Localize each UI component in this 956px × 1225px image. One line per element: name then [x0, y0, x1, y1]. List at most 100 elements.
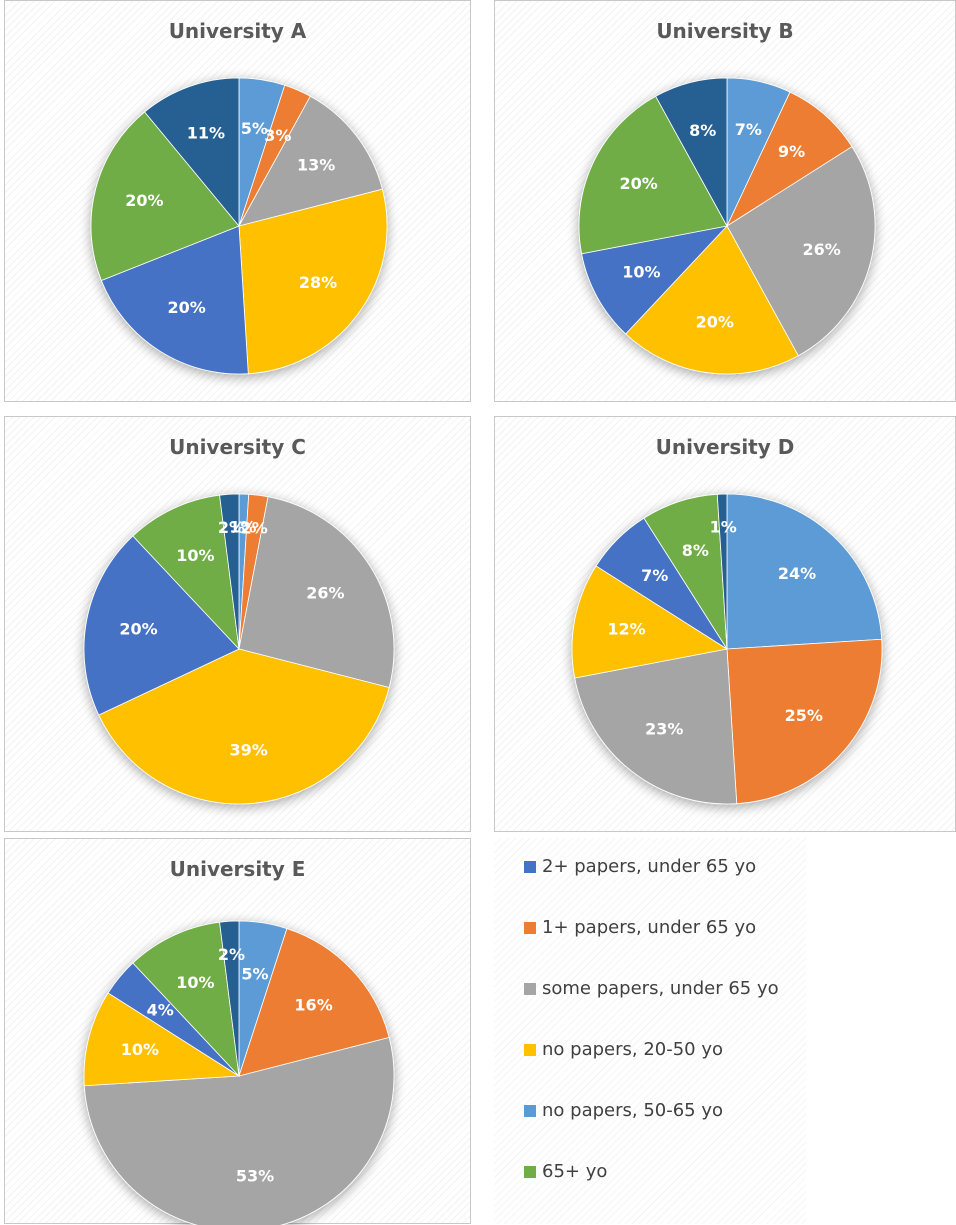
chart-title: University C: [169, 435, 306, 459]
pie-slice: [83, 1036, 395, 1225]
data-label: 26%: [306, 584, 344, 603]
data-label: 9%: [778, 142, 805, 161]
data-label: 1%: [229, 518, 256, 537]
legend-label: 1+ papers, under 65 yo: [542, 917, 757, 938]
pie-slices: [571, 493, 883, 805]
pie-slice: [219, 493, 240, 650]
legend-item: 2+ papers, under 65 yo: [524, 856, 756, 877]
pie-slice: [238, 95, 383, 227]
data-label: 8%: [689, 121, 716, 140]
pie-slice: [132, 494, 240, 651]
data-label: 4%: [147, 1000, 174, 1019]
pie-slice: [132, 921, 240, 1078]
pie-slice: [219, 920, 240, 1077]
pie-slice: [98, 648, 390, 805]
data-label: 20%: [619, 174, 657, 193]
pie-slice: [625, 225, 799, 375]
data-label: 13%: [297, 156, 335, 175]
legend-label: no papers, 20-50 yo: [542, 1039, 724, 1060]
pie-slice: [581, 225, 729, 335]
data-label: 7%: [735, 120, 762, 139]
data-label: 8%: [682, 541, 709, 560]
data-label: 1%: [710, 518, 737, 537]
pie-slice: [238, 496, 395, 689]
data-label: 12%: [607, 619, 645, 638]
pie-slice: [655, 77, 728, 227]
legend-swatch-icon: [524, 860, 536, 873]
chart-panel-university-d: University D 24% 25% 23% 12% 7% 8% 1%: [494, 416, 956, 832]
data-label: 5%: [241, 119, 268, 138]
legend-label: 65+ yo: [542, 1161, 608, 1182]
chart-title: University E: [169, 857, 306, 881]
data-label: 10%: [121, 1040, 159, 1059]
legend-label: 2+ papers, under 65 yo: [542, 856, 757, 877]
data-label: 25%: [785, 706, 823, 725]
pie-slice: [726, 91, 853, 228]
pie-slice: [100, 225, 249, 375]
legend-swatch-icon: [524, 982, 536, 995]
pie-slices: [83, 493, 395, 805]
legend-swatch-icon: [524, 1165, 536, 1178]
pie-slice: [571, 565, 729, 679]
data-label: 39%: [229, 740, 267, 759]
data-label: 26%: [802, 240, 840, 259]
data-label: 10%: [176, 973, 214, 992]
legend-swatch-icon: [524, 1043, 536, 1056]
legend-label: some papers, under 65 yo: [542, 978, 779, 999]
data-label: 23%: [645, 719, 683, 738]
legend-item: no papers, 20-50 yo: [524, 1039, 723, 1060]
pie-slice: [83, 535, 240, 716]
chart-panel-university-a: University A 5% 3% 13% 28% 20% 20% 11%: [4, 0, 471, 402]
legend-swatch-icon: [524, 1104, 536, 1117]
legend-item: 1+ papers, under 65 yo: [524, 917, 756, 938]
pie-chart-university-b: 7% 9% 26% 20% 10% 20% 8%: [578, 77, 876, 375]
data-label: 2%: [218, 518, 245, 537]
chart-title: University D: [655, 435, 795, 459]
data-label: 3%: [264, 126, 291, 145]
pie-slice: [83, 992, 241, 1087]
pie-slice: [716, 493, 728, 650]
pie-slices: [578, 77, 876, 375]
chart-panel-university-b: University B 7% 9% 26% 20% 10% 20% 8%: [494, 0, 956, 402]
chart-title: University B: [656, 19, 794, 43]
legend-swatch-icon: [524, 921, 536, 934]
pie-chart-university-a: 5%3% 13% 28% 20% 20% 11%: [90, 77, 388, 375]
chart-legend: 2+ papers, under 65 yo 1+ papers, under …: [494, 838, 806, 1224]
pie-slice: [574, 648, 738, 805]
pie-slice: [238, 188, 388, 375]
pie-slices: [83, 920, 395, 1225]
data-label: 2%: [218, 945, 245, 964]
pie-slice: [726, 638, 883, 805]
data-label: 24%: [778, 564, 816, 583]
data-label: 16%: [294, 995, 332, 1014]
data-label: 20%: [168, 298, 206, 317]
legend-item: no papers, 50-65 yo: [524, 1100, 723, 1121]
pie-chart-university-c: 1%2%26%39%20%10%2%: [83, 493, 395, 805]
chart-panel-university-e: University E 5% 16% 53% 10% 4% 10% 2%: [4, 838, 471, 1225]
legend-label: no papers, 50-65 yo: [542, 1100, 724, 1121]
pie-chart-university-e: 5%16%53%10%4%10%2%: [83, 920, 395, 1225]
pie-slice: [90, 111, 240, 282]
data-label: 11%: [187, 124, 225, 143]
data-label: 10%: [622, 263, 660, 282]
data-label: 2%: [241, 519, 268, 538]
pie-slices: [90, 77, 388, 375]
data-label: 20%: [125, 191, 163, 210]
chart-title: University A: [168, 19, 307, 43]
data-label: 53%: [236, 1167, 274, 1186]
data-label: 5%: [241, 964, 268, 983]
pie-chart-university-d: 24% 25% 23% 12% 7% 8%1%: [571, 493, 883, 805]
pie-slice: [726, 493, 883, 650]
data-label: 20%: [119, 619, 157, 638]
pie-slice: [578, 95, 728, 255]
chart-panel-university-c: University C 1% 2% 26% 39% 20% 10% 2%: [4, 416, 471, 832]
data-label: 20%: [696, 312, 734, 331]
data-label: 10%: [176, 546, 214, 565]
legend-item: 65+ yo: [524, 1161, 607, 1182]
data-label: 28%: [299, 273, 337, 292]
data-label: 7%: [641, 566, 668, 585]
pie-slice: [726, 146, 876, 357]
legend-item: some papers, under 65 yo: [524, 978, 779, 999]
pie-slice: [144, 77, 240, 228]
pie-slice: [238, 928, 390, 1077]
